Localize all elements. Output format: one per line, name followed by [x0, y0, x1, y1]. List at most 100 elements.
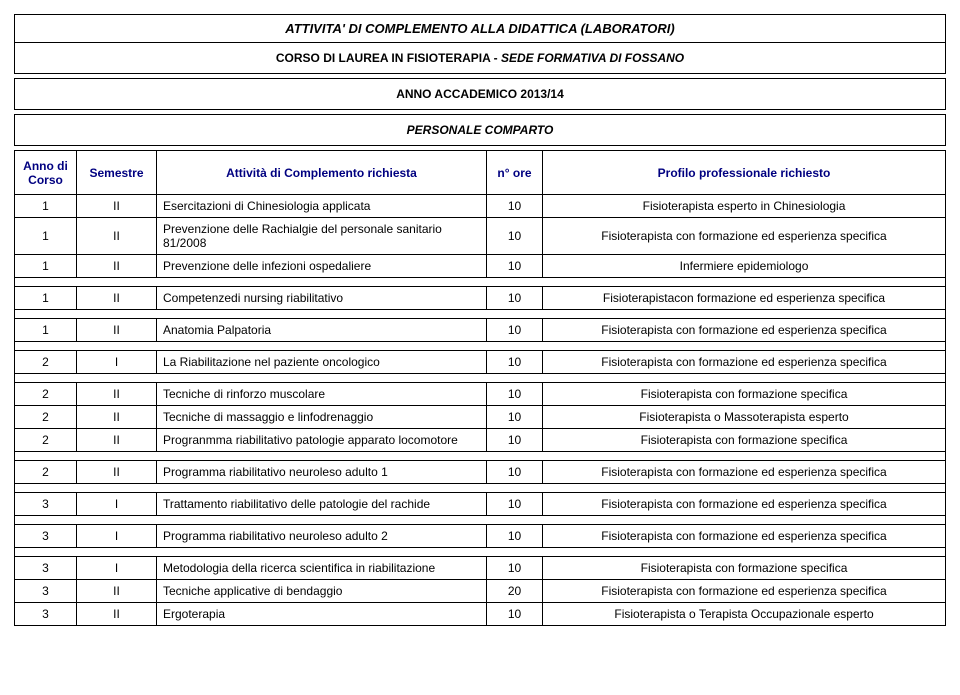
table-row: 3ITrattamento riabilitativo delle patolo… — [15, 493, 946, 516]
cell-attivita: Tecniche di rinforzo muscolare — [157, 383, 487, 406]
cell-anno: 1 — [15, 319, 77, 342]
cell-ore: 10 — [487, 319, 543, 342]
table-row: 3IMetodologia della ricerca scientifica … — [15, 557, 946, 580]
cell-semestre: I — [77, 493, 157, 516]
personale-comparto: PERSONALE COMPARTO — [14, 114, 946, 146]
cell-attivita: Prevenzione delle Rachialgie del persona… — [157, 218, 487, 255]
cell-anno: 3 — [15, 525, 77, 548]
cell-profilo: Fisioterapista con formazione ed esperie… — [543, 461, 946, 484]
cell-profilo: Fisioterapista con formazione ed esperie… — [543, 218, 946, 255]
cell-ore: 10 — [487, 406, 543, 429]
document-header: ATTIVITA' DI COMPLEMENTO ALLA DIDATTICA … — [14, 14, 946, 74]
spacer-row — [15, 278, 946, 287]
cell-attivita: La Riabilitazione nel paziente oncologic… — [157, 351, 487, 374]
spacer-row — [15, 484, 946, 493]
cell-anno: 3 — [15, 493, 77, 516]
table-row: 1IIEsercitazioni di Chinesiologia applic… — [15, 195, 946, 218]
cell-ore: 10 — [487, 218, 543, 255]
table-row: 2IITecniche di rinforzo muscolare10Fisio… — [15, 383, 946, 406]
cell-anno: 1 — [15, 255, 77, 278]
academic-year: ANNO ACCADEMICO 2013/14 — [14, 78, 946, 110]
cell-semestre: II — [77, 461, 157, 484]
cell-semestre: II — [77, 319, 157, 342]
table-row: 1IIPrevenzione delle infezioni ospedalie… — [15, 255, 946, 278]
cell-attivita: Programma riabilitativo neuroleso adulto… — [157, 461, 487, 484]
cell-anno: 2 — [15, 406, 77, 429]
table-header-row: Anno di Corso Semestre Attività di Compl… — [15, 151, 946, 195]
cell-anno: 1 — [15, 195, 77, 218]
cell-attivita: Tecniche di massaggio e linfodrenaggio — [157, 406, 487, 429]
cell-ore: 20 — [487, 580, 543, 603]
table-body: 1IIEsercitazioni di Chinesiologia applic… — [15, 195, 946, 626]
cell-semestre: I — [77, 525, 157, 548]
course-line: CORSO DI LAUREA IN FISIOTERAPIA - SEDE F… — [15, 42, 945, 73]
cell-profilo: Fisioterapista o Terapista Occupazionale… — [543, 603, 946, 626]
table-row: 2IIProgramma riabilitativo neuroleso adu… — [15, 461, 946, 484]
cell-anno: 2 — [15, 461, 77, 484]
course-name: CORSO DI LAUREA IN FISIOTERAPIA - — [276, 51, 501, 65]
cell-profilo: Fisioterapista con formazione ed esperie… — [543, 525, 946, 548]
cell-semestre: II — [77, 406, 157, 429]
cell-ore: 10 — [487, 429, 543, 452]
cell-profilo: Fisioterapista o Massoterapista esperto — [543, 406, 946, 429]
cell-semestre: II — [77, 255, 157, 278]
table-row: 3IIErgoterapia10Fisioterapista o Terapis… — [15, 603, 946, 626]
table-row: 3IProgramma riabilitativo neuroleso adul… — [15, 525, 946, 548]
cell-ore: 10 — [487, 603, 543, 626]
table-row: 1IICompetenzedi nursing riabilitativo10F… — [15, 287, 946, 310]
document-title: ATTIVITA' DI COMPLEMENTO ALLA DIDATTICA … — [15, 15, 945, 42]
cell-anno: 2 — [15, 351, 77, 374]
cell-profilo: Fisioterapista con formazione specifica — [543, 383, 946, 406]
spacer-row — [15, 374, 946, 383]
cell-anno: 2 — [15, 383, 77, 406]
cell-ore: 10 — [487, 557, 543, 580]
cell-ore: 10 — [487, 255, 543, 278]
cell-profilo: Fisioterapista con formazione ed esperie… — [543, 493, 946, 516]
col-attivita: Attività di Complemento richiesta — [157, 151, 487, 195]
cell-semestre: II — [77, 218, 157, 255]
cell-anno: 3 — [15, 557, 77, 580]
table-row: 2IIProgranmma riabilitativo patologie ap… — [15, 429, 946, 452]
cell-attivita: Ergoterapia — [157, 603, 487, 626]
cell-attivita: Anatomia Palpatoria — [157, 319, 487, 342]
sede-name: SEDE FORMATIVA DI FOSSANO — [501, 51, 684, 65]
cell-semestre: II — [77, 603, 157, 626]
cell-profilo: Infermiere epidemiologo — [543, 255, 946, 278]
col-anno: Anno di Corso — [15, 151, 77, 195]
table-row: 2ILa Riabilitazione nel paziente oncolog… — [15, 351, 946, 374]
cell-attivita: Metodologia della ricerca scientifica in… — [157, 557, 487, 580]
cell-anno: 1 — [15, 287, 77, 310]
cell-semestre: I — [77, 557, 157, 580]
table-row: 2IITecniche di massaggio e linfodrenaggi… — [15, 406, 946, 429]
spacer-row — [15, 310, 946, 319]
cell-profilo: Fisioterapistacon formazione ed esperien… — [543, 287, 946, 310]
cell-profilo: Fisioterapista con formazione specifica — [543, 557, 946, 580]
cell-ore: 10 — [487, 525, 543, 548]
cell-semestre: II — [77, 195, 157, 218]
cell-attivita: Trattamento riabilitativo delle patologi… — [157, 493, 487, 516]
cell-anno: 2 — [15, 429, 77, 452]
spacer-row — [15, 516, 946, 525]
table-row: 1IIAnatomia Palpatoria10Fisioterapista c… — [15, 319, 946, 342]
cell-attivita: Esercitazioni di Chinesiologia applicata — [157, 195, 487, 218]
cell-ore: 10 — [487, 383, 543, 406]
cell-profilo: Fisioterapista con formazione ed esperie… — [543, 351, 946, 374]
cell-ore: 10 — [487, 461, 543, 484]
cell-semestre: II — [77, 429, 157, 452]
cell-semestre: II — [77, 287, 157, 310]
cell-profilo: Fisioterapista esperto in Chinesiologia — [543, 195, 946, 218]
cell-semestre: II — [77, 580, 157, 603]
spacer-row — [15, 452, 946, 461]
cell-semestre: I — [77, 351, 157, 374]
cell-attivita: Competenzedi nursing riabilitativo — [157, 287, 487, 310]
cell-anno: 1 — [15, 218, 77, 255]
col-semestre: Semestre — [77, 151, 157, 195]
cell-ore: 10 — [487, 351, 543, 374]
cell-attivita: Progranmma riabilitativo patologie appar… — [157, 429, 487, 452]
table-row: 1IIPrevenzione delle Rachialgie del pers… — [15, 218, 946, 255]
table-row: 3IITecniche applicative di bendaggio20Fi… — [15, 580, 946, 603]
activities-table: Anno di Corso Semestre Attività di Compl… — [14, 150, 946, 626]
cell-ore: 10 — [487, 493, 543, 516]
cell-anno: 3 — [15, 580, 77, 603]
cell-profilo: Fisioterapista con formazione ed esperie… — [543, 580, 946, 603]
